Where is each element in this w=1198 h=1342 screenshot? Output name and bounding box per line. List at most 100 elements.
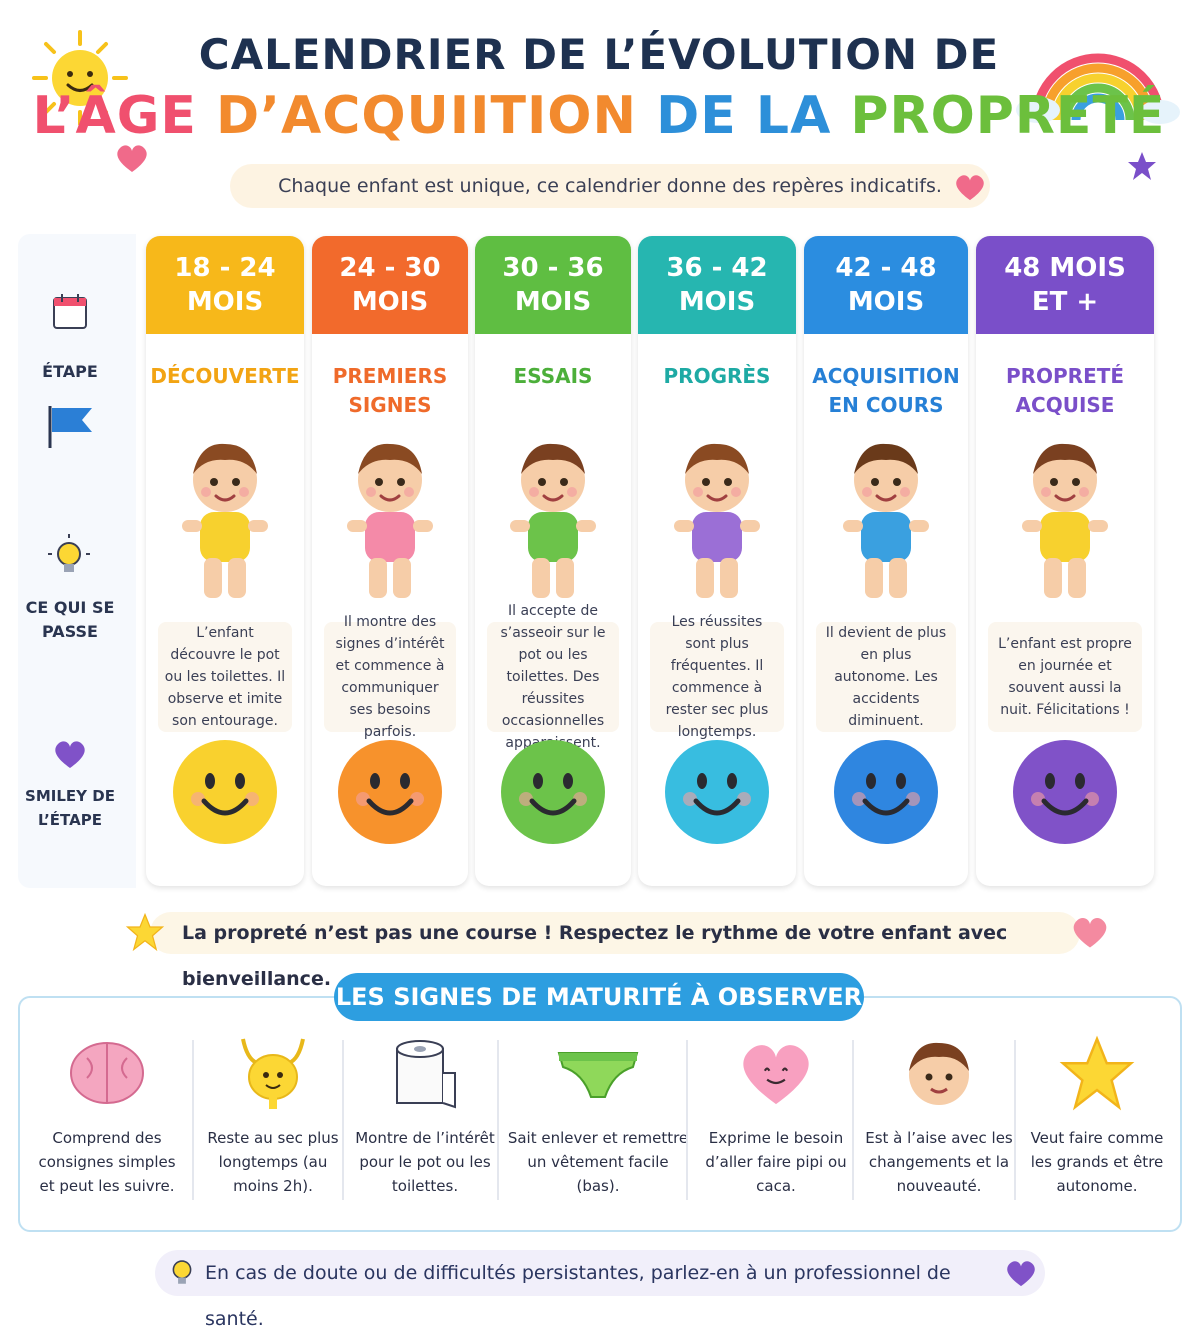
title-part: D’ACQUIITION xyxy=(216,86,657,146)
age-unit: MOIS xyxy=(351,287,429,317)
calendar-icon xyxy=(53,294,87,329)
title-part: PROPRETÉ xyxy=(850,86,1166,146)
stage-name: DÉCOUVERTE xyxy=(150,364,300,388)
sign-divider xyxy=(852,1040,854,1200)
stage-smiley-icon xyxy=(146,732,304,852)
stage-name: PROGRÈS xyxy=(663,364,771,388)
sign-divider xyxy=(497,1040,499,1200)
stage-smiley-icon xyxy=(638,732,796,852)
maturity-sign-item: Exprime le besoin d’aller faire pipi ou … xyxy=(694,1030,858,1220)
stage-description: Les réussites sont plus fréquentes. Il c… xyxy=(650,614,784,740)
child-illustration xyxy=(312,422,468,622)
stage-name: PREMIERS SIGNES xyxy=(332,364,448,417)
stage-name: PROPRETÉ ACQUISE xyxy=(1005,364,1125,417)
diaper-icon xyxy=(505,1030,691,1116)
stage-smiley-icon xyxy=(976,732,1154,852)
maturity-sign-item: Veut faire comme les grands et être auto… xyxy=(1022,1030,1172,1220)
banner-background xyxy=(150,912,1080,954)
age-range: 24 - 30 xyxy=(339,253,441,283)
age-unit: MOIS xyxy=(847,287,925,317)
age-range: 48 MOIS xyxy=(1004,253,1126,283)
lightbulb-icon xyxy=(48,534,90,572)
title-part: L’ÂGE xyxy=(32,86,217,146)
flag-icon xyxy=(48,406,92,448)
age-range: 42 - 48 xyxy=(835,253,937,283)
maturity-sign-text: Comprend des consignes simples et peut l… xyxy=(38,1129,176,1195)
rainbow-icon xyxy=(1016,53,1180,124)
age-unit: ET + xyxy=(1031,287,1099,317)
age-range: 36 - 42 xyxy=(666,253,768,283)
toilet-paper-icon xyxy=(350,1030,500,1116)
page-title-line2: L’ÂGE D’ACQUIITION DE LA PROPRETÉ xyxy=(0,86,1198,146)
stage-column: 36 - 42 MOIS PROGRÈS Les réussites sont … xyxy=(638,236,796,886)
maturity-sign-text: Est à l’aise avec les changements et la … xyxy=(865,1129,1013,1195)
sign-divider xyxy=(686,1040,688,1200)
stage-column: 24 - 30 MOIS PREMIERS SIGNES Il montre d… xyxy=(312,236,468,886)
subtitle: Chaque enfant est unique, ce calendrier … xyxy=(230,164,990,208)
sign-divider xyxy=(192,1040,194,1200)
maturity-sign-text: Sait enlever et remettre un vêtement fac… xyxy=(507,1129,689,1195)
stage-smiley-icon xyxy=(312,732,468,852)
footer-text: En cas de doute ou de difficultés persis… xyxy=(205,1262,951,1330)
stage-smiley-icon xyxy=(475,732,631,852)
stage-row-label: ÉTAPE xyxy=(42,362,98,381)
stage-smiley-icon xyxy=(804,732,968,852)
stage-description: L’enfant découvre le pot ou les toilette… xyxy=(158,622,292,732)
purple-heart-icon xyxy=(55,741,85,768)
stage-name: ESSAIS xyxy=(513,364,593,388)
maturity-sign-text: Reste au sec plus longtemps (au moins 2h… xyxy=(207,1129,339,1195)
stage-description: Il accepte de s’asseoir sur le pot ou le… xyxy=(487,603,619,751)
maturity-sign-item: Est à l’aise avec les changements et la … xyxy=(860,1030,1018,1220)
child-illustration xyxy=(804,422,968,622)
age-header: 48 MOIS ET + xyxy=(976,236,1154,334)
maturity-signs-title: LES SIGNES DE MATURITÉ À OBSERVER xyxy=(334,973,864,1021)
maturity-sign-item: Comprend des consignes simples et peut l… xyxy=(34,1030,180,1220)
stage-column: 48 MOIS ET + PROPRETÉ ACQUISE L’enfant e… xyxy=(976,236,1154,886)
child-illustration xyxy=(146,422,304,622)
lightbulb-icon xyxy=(172,1260,192,1284)
heart-decoration-icon xyxy=(117,145,147,172)
age-header: 18 - 24 MOIS xyxy=(146,236,304,334)
age-range: 18 - 24 xyxy=(174,253,276,283)
heart-face-icon xyxy=(694,1030,858,1116)
stage-column: 42 - 48 MOIS ACQUISITION EN COURS Il dev… xyxy=(804,236,968,886)
heart-icon xyxy=(956,175,984,201)
star-decoration-icon xyxy=(1128,152,1156,180)
stage-description: Il montre des signes d’intérêt et commen… xyxy=(324,614,456,740)
maturity-sign-item: Reste au sec plus longtemps (au moins 2h… xyxy=(200,1030,346,1220)
maturity-sign-text: Exprime le besoin d’aller faire pipi ou … xyxy=(705,1129,847,1195)
smiley-row-label: SMILEY DE L’ÉTAPE xyxy=(25,787,115,829)
maturity-sign-text: Montre de l’intérêt pour le pot ou les t… xyxy=(355,1129,495,1195)
maturity-sign-item: Montre de l’intérêt pour le pot ou les t… xyxy=(350,1030,500,1220)
child-illustration xyxy=(475,422,631,622)
child-illustration xyxy=(976,422,1154,622)
purple-heart-icon xyxy=(1007,1261,1035,1287)
child-illustration xyxy=(638,422,796,622)
page-title-line1: CALENDRIER DE L’ÉVOLUTION DE xyxy=(198,30,1000,79)
stage-description: Il devient de plus en plus autonome. Les… xyxy=(816,622,956,732)
maturity-sign-item: Sait enlever et remettre un vêtement fac… xyxy=(505,1030,691,1220)
child-face-icon xyxy=(860,1030,1018,1116)
age-unit: MOIS xyxy=(678,287,756,317)
sun-icon xyxy=(32,30,128,126)
sign-divider xyxy=(342,1040,344,1200)
banner-text: La propreté n’est pas une course ! Respe… xyxy=(182,922,1008,990)
stage-name: ACQUISITION EN COURS xyxy=(812,364,960,417)
star-icon xyxy=(125,912,165,952)
age-range: 30 - 36 xyxy=(502,253,604,283)
stage-description: L’enfant est propre en journée et souven… xyxy=(988,622,1142,732)
what-happens-row-label: CE QUI SE PASSE xyxy=(25,598,115,641)
title-part: DE LA xyxy=(656,86,851,146)
age-unit: MOIS xyxy=(514,287,592,317)
star-icon xyxy=(1022,1030,1172,1116)
age-header: 36 - 42 MOIS xyxy=(638,236,796,334)
age-header: 24 - 30 MOIS xyxy=(312,236,468,334)
maturity-signs-panel xyxy=(18,996,1182,1232)
bladder-icon xyxy=(200,1030,346,1116)
stage-column: 18 - 24 MOIS DÉCOUVERTE L’enfant découvr… xyxy=(146,236,304,886)
age-header: 42 - 48 MOIS xyxy=(804,236,968,334)
brain-icon xyxy=(34,1030,180,1116)
age-unit: MOIS xyxy=(186,287,264,317)
sign-divider xyxy=(1014,1040,1016,1200)
age-header: 30 - 36 MOIS xyxy=(475,236,631,334)
